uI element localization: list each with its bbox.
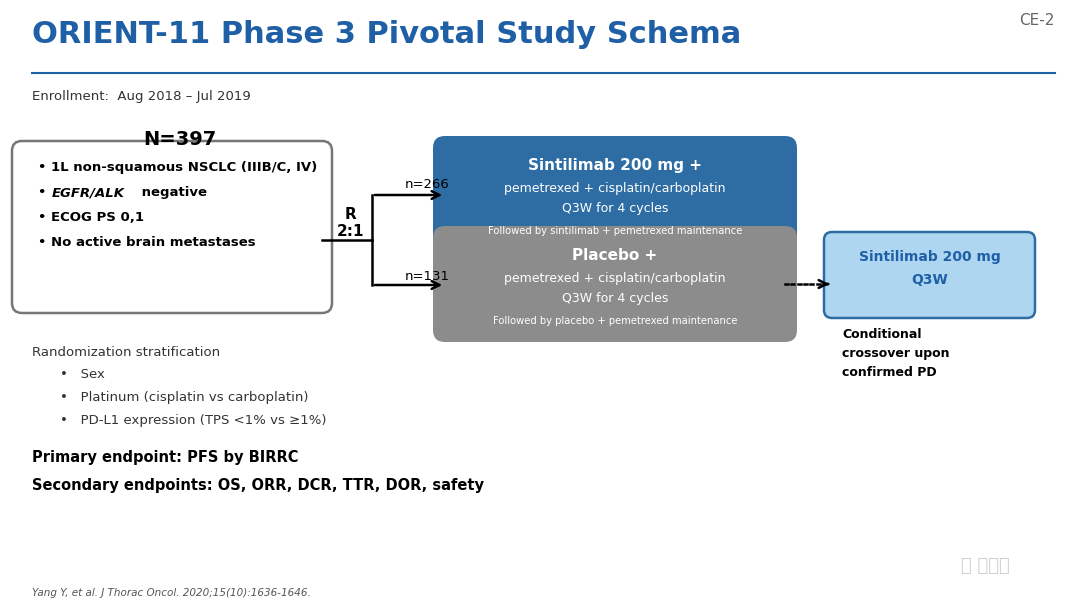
FancyBboxPatch shape xyxy=(12,141,332,313)
Text: pemetrexed + cisplatin/carboplatin: pemetrexed + cisplatin/carboplatin xyxy=(504,272,726,285)
Text: Followed by placebo + pemetrexed maintenance: Followed by placebo + pemetrexed mainten… xyxy=(492,316,738,326)
Text: CE-2: CE-2 xyxy=(1020,13,1055,28)
Text: 🐾 药时代: 🐾 药时代 xyxy=(960,557,1010,575)
Text: n=131: n=131 xyxy=(405,270,450,283)
Text: • 1L non-squamous NSCLC (IIIB/C, IV): • 1L non-squamous NSCLC (IIIB/C, IV) xyxy=(38,161,318,174)
Text: Sintilimab 200 mg: Sintilimab 200 mg xyxy=(859,250,1000,264)
Text: Placebo +: Placebo + xyxy=(572,248,658,263)
Text: EGFR/ALK: EGFR/ALK xyxy=(52,186,125,199)
Text: Followed by sintilimab + pemetrexed maintenance: Followed by sintilimab + pemetrexed main… xyxy=(488,226,742,236)
Text: •   Sex: • Sex xyxy=(60,368,105,381)
Text: ORIENT-11 Phase 3 Pivotal Study Schema: ORIENT-11 Phase 3 Pivotal Study Schema xyxy=(32,20,741,49)
Text: pemetrexed + cisplatin/carboplatin: pemetrexed + cisplatin/carboplatin xyxy=(504,182,726,195)
FancyBboxPatch shape xyxy=(824,232,1035,318)
FancyBboxPatch shape xyxy=(433,136,797,252)
Text: •   PD-L1 expression (TPS <1% vs ≥1%): • PD-L1 expression (TPS <1% vs ≥1%) xyxy=(60,414,326,427)
Text: •: • xyxy=(38,186,51,199)
Text: Q3W for 4 cycles: Q3W for 4 cycles xyxy=(562,202,669,215)
Text: Randomization stratification: Randomization stratification xyxy=(32,346,220,359)
Text: Primary endpoint: PFS by BIRRC: Primary endpoint: PFS by BIRRC xyxy=(32,450,298,465)
Text: • ECOG PS 0,1: • ECOG PS 0,1 xyxy=(38,211,144,224)
Text: •   Platinum (cisplatin vs carboplatin): • Platinum (cisplatin vs carboplatin) xyxy=(60,391,309,404)
Text: N=397: N=397 xyxy=(144,130,217,149)
Text: Q3W for 4 cycles: Q3W for 4 cycles xyxy=(562,292,669,305)
Text: negative: negative xyxy=(137,186,207,199)
FancyBboxPatch shape xyxy=(433,226,797,342)
Text: R
2:1: R 2:1 xyxy=(336,207,364,239)
Text: n=266: n=266 xyxy=(405,178,449,191)
Text: Secondary endpoints: OS, ORR, DCR, TTR, DOR, safety: Secondary endpoints: OS, ORR, DCR, TTR, … xyxy=(32,478,484,493)
Text: Yang Y, et al. J Thorac Oncol. 2020;15(10):1636-1646.: Yang Y, et al. J Thorac Oncol. 2020;15(1… xyxy=(32,588,311,598)
Text: Sintilimab 200 mg +: Sintilimab 200 mg + xyxy=(528,158,702,173)
Text: Enrollment:  Aug 2018 – Jul 2019: Enrollment: Aug 2018 – Jul 2019 xyxy=(32,90,251,103)
Text: Conditional
crossover upon
confirmed PD: Conditional crossover upon confirmed PD xyxy=(842,328,949,379)
Text: • No active brain metastases: • No active brain metastases xyxy=(38,236,256,249)
Text: Q3W: Q3W xyxy=(912,273,948,287)
